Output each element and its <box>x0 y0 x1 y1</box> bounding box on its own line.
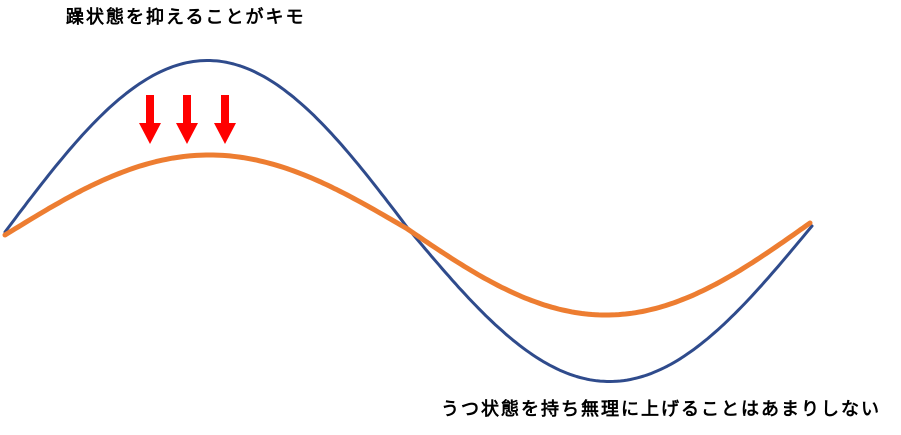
down-arrow-icon <box>214 95 236 144</box>
large-amplitude-wave <box>3 59 814 383</box>
small-amplitude-wave <box>2 152 813 318</box>
down-arrow-icon <box>176 95 198 144</box>
down-arrow-icon <box>139 95 161 144</box>
caption-bottom: うつ状態を持ち無理に上げることはあまりしない <box>441 399 881 420</box>
caption-top: 躁状態を抑えることがキモ <box>66 7 306 28</box>
